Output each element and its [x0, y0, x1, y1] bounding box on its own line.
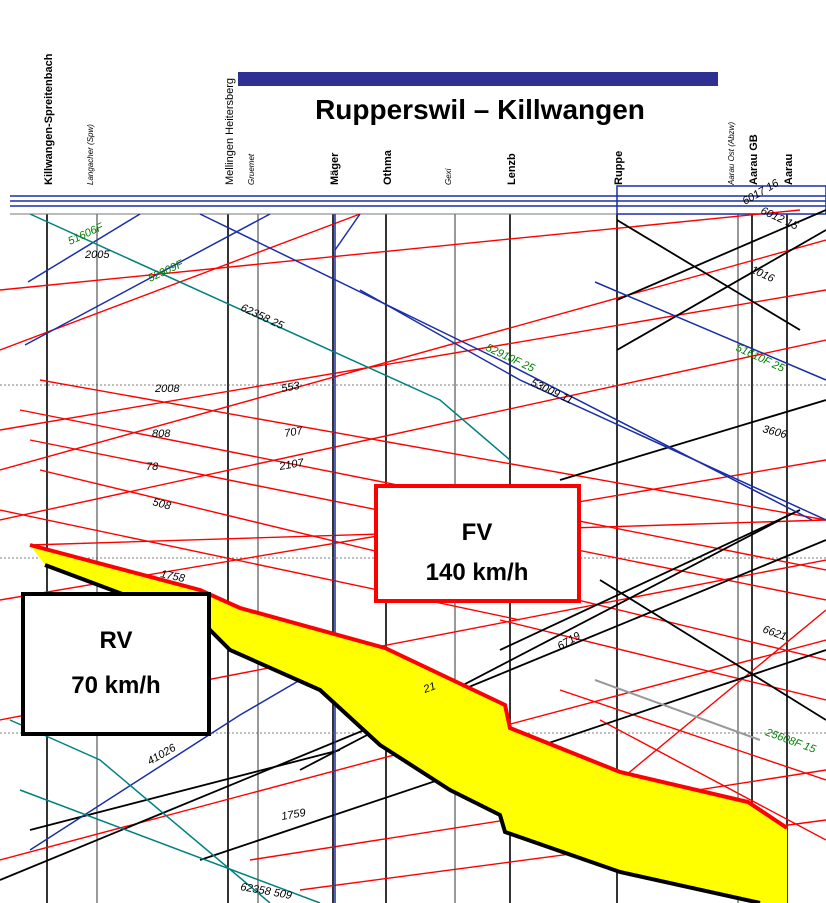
train-number: 808	[152, 428, 171, 440]
station-name: Mäger	[329, 152, 341, 185]
train-path	[599, 719, 826, 841]
station-name: Gexi	[444, 168, 453, 185]
train-number: 3606	[761, 423, 789, 441]
station-name: Aarau GB	[748, 134, 760, 185]
title-band	[238, 72, 718, 86]
fv-speed: 140 km/h	[426, 559, 529, 586]
train-number: 53009 11	[529, 377, 575, 407]
rv-speed: 70 km/h	[71, 672, 160, 699]
train-path	[334, 213, 361, 251]
rv-box: RV 70 km/h	[21, 592, 211, 736]
train-number: 1016	[749, 264, 777, 286]
fv-frame	[374, 484, 581, 603]
train-number: 2005	[84, 249, 110, 261]
station-name: Killwangen-Spreitenbach	[43, 53, 55, 185]
train-number: 6012 15	[759, 205, 801, 233]
train-number: 51606F	[66, 221, 106, 248]
train-number: 6719	[556, 630, 583, 653]
station-name: Gruemet	[247, 153, 256, 185]
station-name: Langacher (Spw)	[86, 124, 95, 185]
train-path	[599, 579, 826, 721]
train-path	[0, 209, 801, 291]
fv-label: FV	[462, 519, 493, 546]
speed-gap-area	[30, 545, 787, 903]
station-names: Killwangen-Spreitenbach Langacher (Spw) Me…	[43, 53, 795, 186]
train-path	[359, 289, 826, 521]
train-number: 78	[146, 461, 159, 473]
train-number: 6017 16	[741, 177, 782, 208]
train-number: 41026	[146, 741, 179, 767]
train-path	[0, 339, 826, 521]
train-number: 1758	[159, 568, 186, 585]
train-path	[559, 399, 826, 481]
title: Rupperswil – Killwangen	[315, 94, 645, 125]
train-number: 508	[151, 496, 173, 513]
station-name: Aarau Ost (Abzw)	[727, 122, 736, 186]
header-rule	[616, 185, 826, 215]
station-name: Ruppe	[613, 151, 625, 185]
train-number: 2008	[154, 383, 180, 395]
train-path	[616, 229, 826, 351]
train-number: 25608F 15	[763, 726, 818, 756]
train-path	[619, 609, 826, 781]
train-number: 2107	[277, 457, 305, 473]
train-path	[616, 209, 826, 301]
train-path	[27, 213, 141, 283]
train-number: 62358 25	[239, 302, 286, 333]
train-path	[199, 213, 813, 521]
train-path	[39, 379, 826, 521]
rv-label: RV	[100, 627, 133, 654]
train-path	[0, 289, 826, 431]
fv-edge	[29, 543, 789, 830]
rv-edge	[44, 563, 761, 903]
train-path	[616, 219, 801, 331]
train-number: 21	[421, 680, 438, 696]
train-path	[499, 509, 801, 651]
train-path	[24, 213, 271, 346]
train-number: 6621	[761, 624, 788, 644]
train-path	[559, 689, 826, 781]
station-name: Mellingen Heitersberg	[224, 78, 236, 185]
train-path	[594, 281, 826, 381]
train-path	[29, 213, 511, 461]
train-path	[19, 789, 321, 903]
title-box: Rupperswil – Killwangen	[238, 72, 718, 128]
train-number: 1759	[280, 807, 306, 823]
station-name: Othma	[382, 149, 394, 185]
rv-frame	[21, 592, 211, 736]
train-number: 553	[280, 380, 301, 395]
station-name: Aarau	[783, 154, 795, 185]
train-path	[0, 239, 826, 471]
train-path	[29, 679, 301, 851]
train-path	[9, 719, 271, 903]
train-number: 52909F	[146, 258, 186, 285]
fv-box: FV 140 km/h	[374, 484, 581, 603]
train-path	[594, 679, 761, 741]
station-name: Lenzb	[506, 153, 518, 185]
train-number: 707	[283, 425, 304, 440]
